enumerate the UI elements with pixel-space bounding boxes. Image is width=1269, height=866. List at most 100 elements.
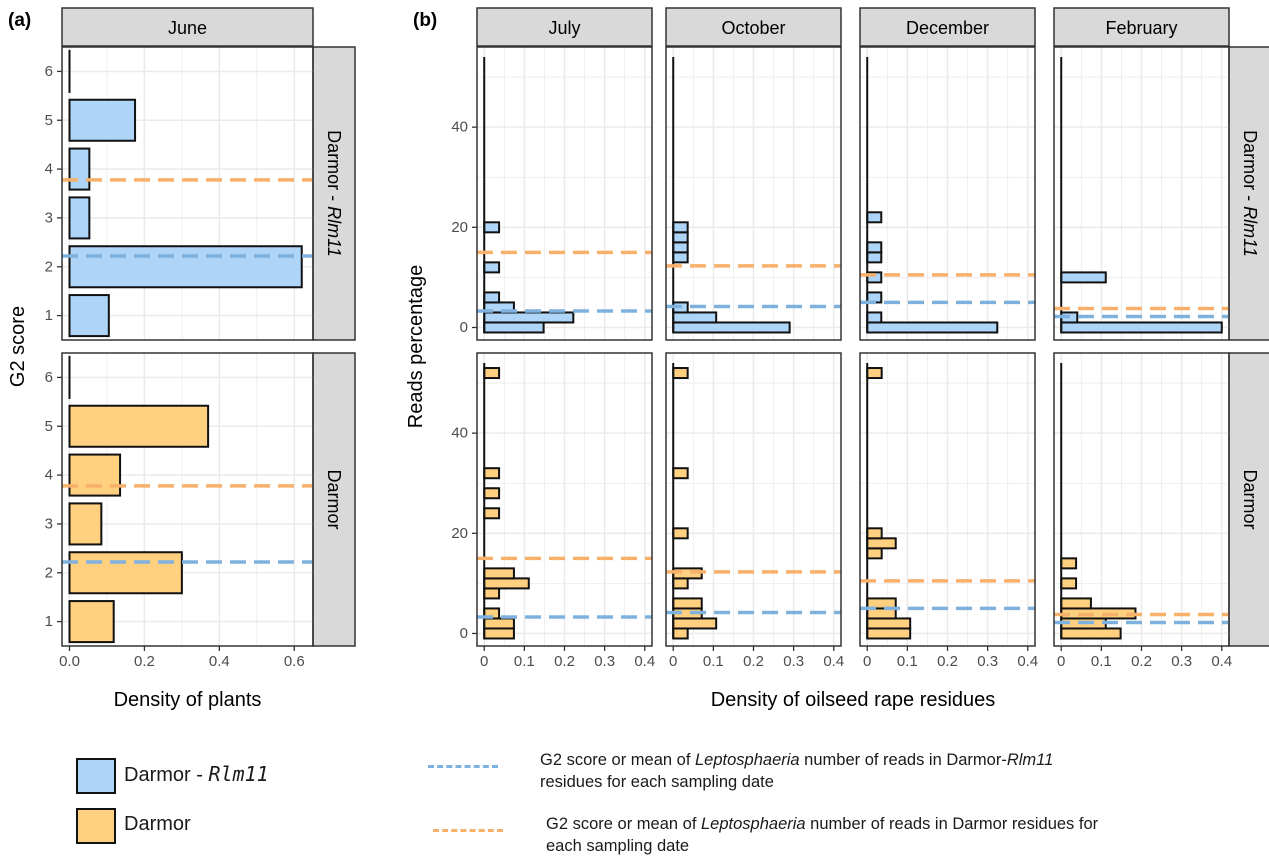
bar [672, 221, 689, 234]
x-tick-label: 0.2 [134, 653, 155, 670]
x-tick-label: 0.1 [514, 653, 535, 670]
facet-december-0 [859, 46, 1036, 341]
row-strip-1 [312, 352, 356, 647]
y-tick-label: 0 [460, 625, 468, 642]
y-tick-label: 6 [45, 369, 53, 386]
panel-label-a: (a) [8, 10, 31, 31]
x-tick-label: 0 [669, 653, 677, 670]
bar [866, 251, 883, 264]
chart-1: July October December February Darmor - Rlm1… [405, 7, 1269, 711]
panel-border [476, 46, 653, 341]
legend-label-darmor: Darmor [124, 813, 191, 836]
x-tick-label: 0.1 [1091, 653, 1112, 670]
bar [68, 551, 183, 595]
bar [866, 627, 912, 640]
bar [483, 507, 501, 520]
y-tick-label: 1 [45, 613, 53, 630]
facet-july-1: 0 20 40 0 0.1 0.2 0.3 0.4 [451, 352, 655, 670]
y-tick-label: 5 [45, 112, 53, 129]
bar [483, 261, 501, 274]
x-tick-label: 0.4 [1211, 653, 1232, 670]
row-strip-0 [312, 46, 356, 341]
charts-group: June Darmor - Rlm11 Darmor 1 2 3 4 5 6 1 2 3 4 5 6 0.0 0… [7, 7, 1269, 711]
bar [68, 294, 110, 338]
bar [483, 487, 501, 500]
col-strip-october [665, 7, 842, 47]
bar [483, 587, 501, 600]
legend-text-darmor: G2 score or mean of Leptosphaeria number… [546, 813, 1106, 857]
row-strip-label-1: Darmor [324, 469, 344, 529]
bar [1060, 597, 1092, 610]
bar [483, 311, 575, 324]
bar [68, 600, 115, 644]
y-tick-label: 20 [451, 525, 468, 542]
bar [483, 627, 515, 640]
legend-label-rlm11-italic: Rlm11 [208, 762, 269, 786]
bar [672, 577, 689, 590]
x-tick-label: 0.3 [977, 653, 998, 670]
chart-0: June Darmor - Rlm11 Darmor 1 2 3 4 5 6 1 2 3 4 5 6 0.0 0… [7, 7, 356, 711]
x-tick-label: 0.2 [554, 653, 575, 670]
x-tick-label: 0.1 [703, 653, 724, 670]
y-tick-label: 4 [45, 161, 53, 178]
bar [68, 147, 91, 191]
y-tick-label: 2 [45, 258, 53, 275]
bar [483, 567, 515, 580]
y-tick-label: 6 [45, 63, 53, 80]
legend-text-rlm11-b: Leptosphaeria [695, 751, 800, 769]
y-axis-title: Reads percentage [405, 265, 427, 428]
x-tick-label: 0.2 [937, 653, 958, 670]
legend-label-rlm11: Darmor - Rlm11 [124, 762, 269, 787]
bar [672, 627, 689, 640]
legend-text-rlm11: G2 score or mean of Leptosphaeria number… [540, 749, 1260, 793]
bar [68, 98, 137, 142]
col-strip-label-december: December [906, 18, 989, 38]
facet-june-1: 1 2 3 4 5 6 0.0 0.2 0.4 0.6 [45, 352, 314, 670]
bar [866, 547, 883, 560]
bar [483, 367, 501, 380]
bar [866, 321, 999, 334]
bar [1060, 321, 1223, 334]
x-tick-label: 0 [480, 653, 488, 670]
legend-text-darmor-a: G2 score or mean of [546, 815, 701, 833]
bar [1060, 557, 1078, 570]
facet-october-0 [665, 46, 842, 341]
legend-swatch-rlm11 [76, 758, 116, 794]
facet-june-0: 1 2 3 4 5 6 [45, 46, 314, 341]
y-tick-label: 4 [45, 467, 53, 484]
bar [672, 617, 718, 630]
x-tick-label: 0.4 [1017, 653, 1038, 670]
legend-swatch-darmor [76, 808, 116, 844]
bar [1060, 607, 1137, 620]
bar [1060, 271, 1107, 284]
panel-border [665, 46, 842, 341]
y-tick-label: 20 [451, 219, 468, 236]
bar [672, 527, 689, 540]
legend-text-rlm11-d: Rlm11 [1006, 751, 1054, 769]
row-strip-label-0: Darmor - Rlm11 [1240, 130, 1260, 257]
facet-october-1: 0 0.1 0.2 0.3 0.4 [665, 352, 844, 670]
x-tick-label: 0.3 [594, 653, 615, 670]
bar [68, 404, 210, 448]
facet-february-1: 0 0.1 0.2 0.3 0.4 [1053, 352, 1232, 670]
bar [483, 617, 515, 630]
bar [672, 597, 703, 610]
bar [866, 367, 883, 380]
panel-border [61, 352, 314, 647]
legend-text-rlm11-e: residues for each sampling date [540, 773, 774, 791]
col-strip-december [859, 7, 1036, 47]
x-tick-label: 0.2 [743, 653, 764, 670]
x-tick-label: 0.3 [783, 653, 804, 670]
legend-label-darmor-text: Darmor [124, 813, 191, 835]
legend-text-darmor-b: Leptosphaeria [701, 815, 806, 833]
bar [672, 241, 689, 254]
facet-december-1: 0 0.1 0.2 0.3 0.4 [859, 352, 1038, 670]
bar [672, 467, 689, 480]
bar [672, 311, 718, 324]
legend-text-rlm11-a: G2 score or mean of [540, 751, 695, 769]
panel-label-b: (b) [413, 10, 437, 31]
bar [672, 321, 791, 334]
bar [483, 321, 545, 334]
panel-border [61, 46, 314, 341]
x-tick-label: 0.6 [284, 653, 305, 670]
